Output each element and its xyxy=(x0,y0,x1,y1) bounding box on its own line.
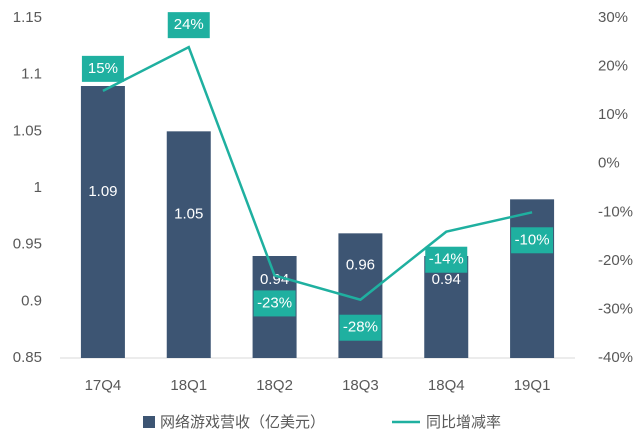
x-tick-label: 17Q4 xyxy=(85,377,122,394)
bar xyxy=(510,199,555,358)
legend-label: 同比增减率 xyxy=(426,414,501,431)
legend-label: 网络游戏营收（亿美元） xyxy=(160,414,325,431)
y-tick-label: 1.1 xyxy=(21,66,42,83)
value-label-box xyxy=(253,290,296,317)
line-value-label: 15% xyxy=(88,60,118,77)
y2-tick-label: -10% xyxy=(598,203,633,220)
bar-value-label: 1.09 xyxy=(88,183,117,200)
bar-value-label: 0.96 xyxy=(346,257,375,274)
bar xyxy=(424,256,469,358)
y2-tick-label: 20% xyxy=(598,58,628,75)
y-tick-label: 0.9 xyxy=(21,292,42,309)
y2-tick-label: -40% xyxy=(598,349,633,366)
value-label-box xyxy=(425,246,468,273)
bar-value-label: 0.94 xyxy=(260,271,289,288)
value-label-box xyxy=(511,227,554,254)
y-tick-label: 1 xyxy=(34,179,42,196)
y-tick-label: 1.15 xyxy=(13,9,42,26)
value-label-box xyxy=(339,314,382,341)
value-label-box xyxy=(167,12,210,39)
bar-value-label: 1.05 xyxy=(174,206,203,223)
y-tick-label: 0.85 xyxy=(13,349,42,366)
legend-swatch xyxy=(143,416,155,428)
x-tick-label: 19Q1 xyxy=(514,377,551,394)
y2-tick-label: 0% xyxy=(598,155,620,172)
x-tick-label: 18Q4 xyxy=(428,377,465,394)
y2-tick-label: -20% xyxy=(598,252,633,269)
line xyxy=(102,45,533,302)
bar xyxy=(166,131,211,358)
line-value-label: 24% xyxy=(174,16,204,33)
y2-tick-label: 30% xyxy=(598,9,628,26)
line-value-label: -28% xyxy=(343,319,378,336)
bar xyxy=(80,86,125,358)
x-tick-label: 18Q2 xyxy=(256,377,293,394)
y-tick-label: 1.05 xyxy=(13,122,42,139)
line-value-label: -14% xyxy=(429,251,464,268)
line-value-label: -23% xyxy=(257,294,292,311)
y-tick-label: 0.95 xyxy=(13,236,42,253)
bar-value-label: 0.94 xyxy=(432,271,461,288)
y2-tick-label: 10% xyxy=(598,106,628,123)
y2-tick-label: -30% xyxy=(598,300,633,317)
x-tick-label: 18Q3 xyxy=(342,377,379,394)
line-value-label: -10% xyxy=(515,231,550,248)
value-label-box xyxy=(81,55,124,82)
x-tick-label: 18Q1 xyxy=(170,377,207,394)
